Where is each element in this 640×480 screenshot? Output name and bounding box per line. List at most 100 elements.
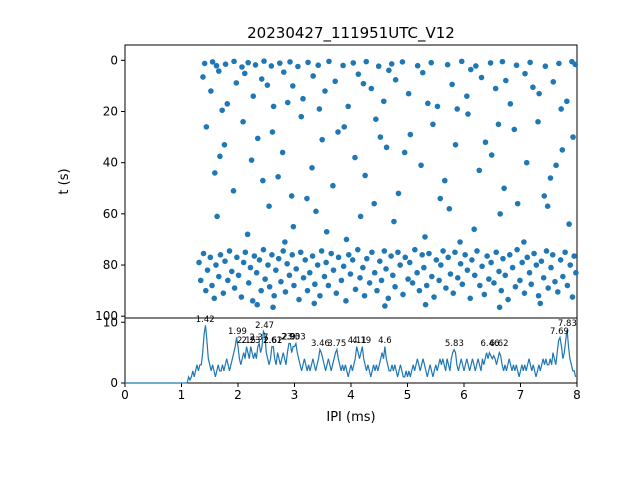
scatter-point — [328, 250, 335, 257]
scatter-point — [369, 249, 375, 256]
y-tick-label: 0 — [110, 376, 118, 390]
scatter-point — [431, 294, 437, 300]
scatter-point — [437, 195, 444, 202]
scatter-point — [309, 165, 315, 171]
scatter-point — [297, 249, 304, 256]
scatter-point — [378, 277, 385, 284]
scatter-point — [249, 298, 256, 304]
scatter-point — [245, 59, 251, 66]
peak-annotation: 3.03 — [287, 332, 306, 342]
scatter-point — [499, 58, 506, 65]
scatter-point — [309, 253, 316, 259]
scatter-point — [340, 263, 347, 270]
scatter-point — [277, 60, 283, 66]
scatter-point — [464, 267, 471, 273]
scatter-point — [556, 60, 562, 67]
scatter-point — [545, 285, 551, 291]
scatter-point — [224, 101, 231, 107]
scatter-point — [454, 106, 461, 112]
scatter-point — [208, 88, 214, 94]
peak-annotation: 2.93 — [281, 332, 300, 342]
scatter-point — [558, 106, 564, 112]
scatter-point — [514, 246, 520, 253]
scatter-point — [226, 248, 233, 254]
scatter-point — [419, 69, 426, 76]
scatter-point — [273, 267, 279, 273]
scatter-point — [211, 295, 218, 302]
scatter-point — [196, 259, 202, 266]
scatter-point — [279, 149, 286, 156]
scatter-point — [300, 275, 307, 281]
scatter-point — [253, 269, 260, 276]
scatter-point — [548, 264, 554, 271]
scatter-point — [215, 68, 222, 74]
scatter-point — [543, 248, 550, 254]
scatter-point — [305, 59, 311, 66]
scatter-point — [388, 253, 394, 259]
scatter-point — [354, 246, 361, 253]
scatter-point — [405, 90, 412, 97]
scatter-point — [239, 64, 245, 70]
scatter-point — [338, 277, 345, 284]
scatter-point — [471, 272, 478, 279]
scatter-point — [209, 282, 215, 289]
peak-annotation: 6.46 — [481, 339, 500, 349]
scatter-point — [326, 58, 332, 65]
scatter-point — [416, 287, 423, 294]
scatter-point — [315, 62, 322, 69]
scatter-point — [343, 236, 350, 243]
scatter-point — [481, 291, 488, 298]
scatter-point — [505, 296, 511, 303]
scatter-point — [477, 282, 483, 289]
peak-annotation: 2.23 — [242, 336, 261, 346]
scatter-point — [258, 76, 265, 82]
peak-annotation: 7.69 — [550, 327, 569, 337]
scatter-point — [200, 74, 206, 80]
scatter-point — [266, 203, 272, 209]
scatter-point — [213, 62, 220, 69]
scatter-point — [459, 281, 466, 288]
scatter-point — [310, 73, 316, 79]
scatter-point — [269, 252, 275, 258]
scatter-point — [464, 93, 470, 99]
scatter-axes-frame — [124, 44, 578, 319]
scatter-point — [465, 111, 471, 117]
scatter-point — [500, 255, 506, 262]
scatter-point — [291, 282, 297, 289]
scatter-point — [282, 239, 288, 245]
x-tick-label: 5 — [404, 388, 412, 402]
scatter-point — [221, 141, 228, 148]
scatter-point — [247, 264, 254, 271]
scatter-point — [300, 95, 306, 102]
scatter-point — [501, 185, 507, 192]
scatter-point — [352, 286, 359, 293]
scatter-point — [360, 264, 366, 271]
scatter-point — [407, 131, 414, 138]
scatter-point — [425, 100, 431, 107]
scatter-point — [570, 134, 576, 140]
scatter-point — [467, 66, 474, 73]
y-tick-label: 100 — [95, 309, 118, 323]
scatter-point — [235, 272, 242, 279]
scatter-point — [535, 118, 541, 125]
scatter-point — [492, 85, 499, 92]
scatter-point — [306, 269, 313, 276]
scatter-point — [559, 147, 566, 153]
scatter-point — [345, 103, 351, 110]
scatter-point — [392, 76, 399, 83]
scatter-point — [250, 93, 257, 99]
peak-annotation: 2.61 — [263, 336, 282, 346]
scatter-point — [373, 116, 379, 122]
scatter-point — [542, 63, 549, 70]
scatter-point — [445, 254, 451, 261]
scatter-point — [557, 257, 564, 263]
scatter-point — [443, 285, 449, 291]
scatter-point — [537, 300, 544, 307]
scatter-point — [449, 81, 455, 88]
scatter-point — [399, 59, 406, 65]
scatter-point — [533, 262, 540, 268]
scatter-point — [234, 254, 240, 261]
scatter-point — [383, 266, 389, 272]
scatter-point — [242, 249, 249, 256]
